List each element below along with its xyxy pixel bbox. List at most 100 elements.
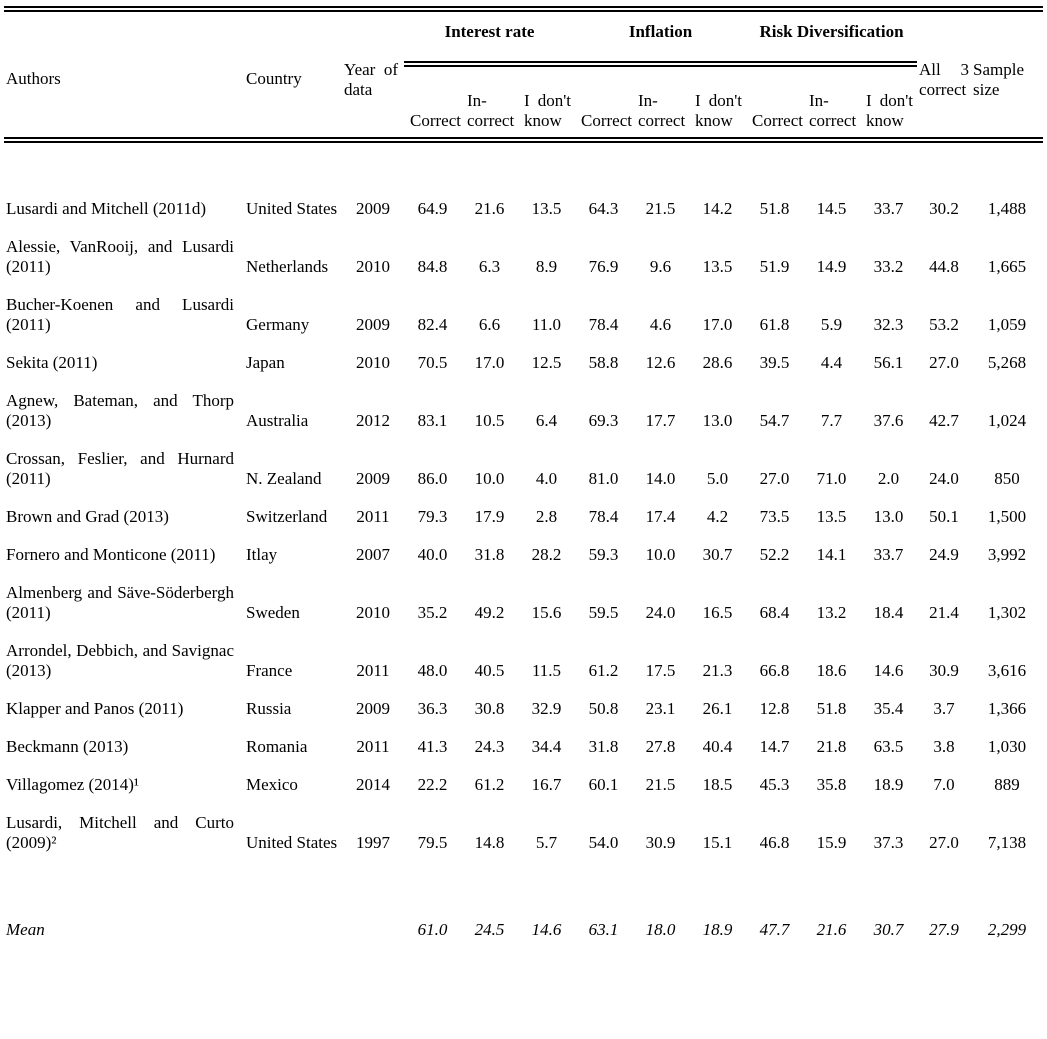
cell-risk-correct: 68.4 — [759, 603, 790, 622]
table-row: Klapper and Panos (2011) Russia 2009 36.3 30… — [4, 690, 1043, 728]
cell-risk-correct: 45.3 — [759, 775, 790, 794]
cell-interest-dont-know: 11.0 — [531, 315, 562, 334]
cell-interest-dont-know: 8.9 — [535, 257, 558, 276]
cell-inflation-incorrect: 9.6 — [649, 257, 672, 276]
cell-inflation-correct: 78.4 — [588, 315, 619, 334]
cell-year: 2014 — [356, 775, 390, 794]
cell-sample-size: 1,665 — [987, 257, 1027, 276]
cell-inflation-correct: 81.0 — [588, 469, 619, 488]
cell-sample-size: 1,024 — [987, 411, 1027, 430]
cell-risk-dont-know: 18.9 — [873, 775, 904, 794]
cell-sample-size: 1,500 — [987, 507, 1027, 526]
cell-interest-correct: 84.8 — [417, 257, 448, 276]
cell-risk-correct: 54.7 — [759, 411, 790, 430]
cell-year: 2010 — [356, 603, 390, 622]
cell-authors: Lusardi and Mitchell (2011d) — [6, 199, 207, 218]
table-row: Beckmann (2013) Romania 2011 41.3 24.3 34.4 31… — [4, 728, 1043, 766]
cell-inflation-incorrect: 17.7 — [645, 411, 676, 430]
cell-inflation-correct: 60.1 — [588, 775, 619, 794]
cell-country: United States — [246, 199, 338, 218]
cell-inflation-correct: 64.3 — [588, 199, 619, 218]
table-row: Fornero and Monticone (2011) Itlay 2007 40.… — [4, 536, 1043, 574]
cell-inflation-incorrect: 24.0 — [645, 603, 676, 622]
cell-all-3-correct: 42.7 — [929, 411, 959, 430]
cell-interest-incorrect: 49.2 — [474, 603, 505, 622]
col-header-country: Country — [244, 9, 342, 143]
cell-year: 2010 — [356, 257, 390, 276]
cell-authors: Almenberg and Säve-Söderbergh (2011) — [6, 583, 234, 622]
cell-risk-correct: 12.8 — [759, 699, 790, 718]
col-header-all-3-correct: All 3 correct — [917, 9, 972, 143]
cell-inflation-correct: 76.9 — [588, 257, 619, 276]
cell-sample-size: 1,366 — [987, 699, 1027, 718]
cell-interest-correct: 83.1 — [417, 411, 448, 430]
table-body: Lusardi and Mitchell (2011d) United State… — [4, 140, 1043, 1039]
cell-inflation-dont-know: 18.5 — [702, 775, 733, 794]
cell-inflation-dont-know: 40.4 — [702, 737, 733, 756]
cell-authors: Alessie, VanRooij, and Lusardi (2011) — [6, 237, 234, 276]
cell-interest-dont-know: 4.0 — [535, 469, 558, 488]
cell-country: N. Zealand — [246, 469, 322, 488]
cell-interest-dont-know: 13.5 — [531, 199, 562, 218]
cell-sample-size: 1,488 — [987, 199, 1027, 218]
cell-sample-size: 1,030 — [987, 737, 1027, 756]
cell-year: 2011 — [356, 507, 390, 526]
cell-sample-size: 1,059 — [987, 315, 1027, 334]
cell-risk-dont-know: 18.4 — [873, 603, 904, 622]
cell-year: 2012 — [356, 411, 390, 430]
cell-interest-dont-know: 2.8 — [535, 507, 558, 526]
cell-year: 2009 — [356, 315, 390, 334]
cell-risk-incorrect: 4.4 — [820, 353, 843, 372]
sub-header-dont-know: I don't know — [860, 64, 918, 143]
table-row: Sekita (2011) Japan 2010 70.5 17.0 12.5 58.8 12… — [4, 344, 1043, 382]
group-header-inflation: Inflation — [575, 9, 747, 67]
cell-risk-dont-know: 56.1 — [873, 353, 904, 372]
cell-year: 2011 — [356, 737, 390, 756]
cell-risk-incorrect: 15.9 — [816, 833, 847, 852]
cell-inflation-dont-know: 5.0 — [706, 469, 729, 488]
cell-authors: Klapper and Panos (2011) — [6, 699, 184, 718]
cell-interest-dont-know: 32.9 — [531, 699, 562, 718]
cell-sample-size: 889 — [994, 775, 1020, 794]
cell-inflation-dont-know: 14.2 — [702, 199, 733, 218]
sub-header-incorrect: In-correct — [632, 64, 690, 143]
cell-inflation-incorrect: 17.5 — [645, 661, 676, 680]
cell-sample-size: 2,299 — [987, 920, 1027, 939]
cell-risk-correct: 14.7 — [759, 737, 790, 756]
cell-all-3-correct: 3.7 — [933, 699, 955, 718]
cell-all-3-correct: 27.0 — [929, 833, 959, 852]
cell-risk-incorrect: 71.0 — [816, 469, 847, 488]
cell-inflation-dont-know: 16.5 — [702, 603, 733, 622]
cell-inflation-dont-know: 18.9 — [702, 920, 733, 939]
cell-risk-dont-know: 30.7 — [873, 920, 904, 939]
cell-risk-correct: 61.8 — [759, 315, 790, 334]
cell-inflation-correct: 58.8 — [588, 353, 619, 372]
table-row: Lusardi, Mitchell and Curto (2009)² Unite… — [4, 804, 1043, 862]
cell-interest-incorrect: 24.3 — [474, 737, 505, 756]
cell-risk-incorrect: 14.9 — [816, 257, 847, 276]
cell-all-3-correct: 27.0 — [929, 353, 959, 372]
cell-risk-dont-know: 35.4 — [873, 699, 904, 718]
cell-all-3-correct: 24.0 — [929, 469, 959, 488]
cell-inflation-correct: 59.5 — [588, 603, 619, 622]
cell-risk-dont-know: 33.7 — [873, 199, 904, 218]
cell-inflation-correct: 50.8 — [588, 699, 619, 718]
cell-risk-correct: 51.8 — [759, 199, 790, 218]
cell-risk-dont-know: 33.7 — [873, 545, 904, 564]
cell-inflation-dont-know: 17.0 — [702, 315, 733, 334]
cell-all-3-correct: 3.8 — [933, 737, 955, 756]
cell-risk-dont-know: 2.0 — [877, 469, 900, 488]
cell-risk-incorrect: 13.5 — [816, 507, 847, 526]
cell-year: 1997 — [356, 833, 390, 852]
cell-authors: Crossan, Feslier, and Hurnard (2011) — [6, 449, 234, 488]
cell-interest-correct: 48.0 — [417, 661, 448, 680]
cell-sample-size: 5,268 — [987, 353, 1027, 372]
cell-risk-incorrect: 21.6 — [816, 920, 847, 939]
cell-risk-dont-know: 32.3 — [873, 315, 904, 334]
cell-country: United States — [246, 833, 338, 852]
cell-authors: Arrondel, Debbich, and Savignac (2013) — [6, 641, 234, 680]
col-header-year-of-data: Year of data — [342, 9, 404, 143]
cell-interest-correct: 61.0 — [417, 920, 448, 939]
cell-all-3-correct: 44.8 — [929, 257, 959, 276]
cell-interest-correct: 41.3 — [417, 737, 448, 756]
